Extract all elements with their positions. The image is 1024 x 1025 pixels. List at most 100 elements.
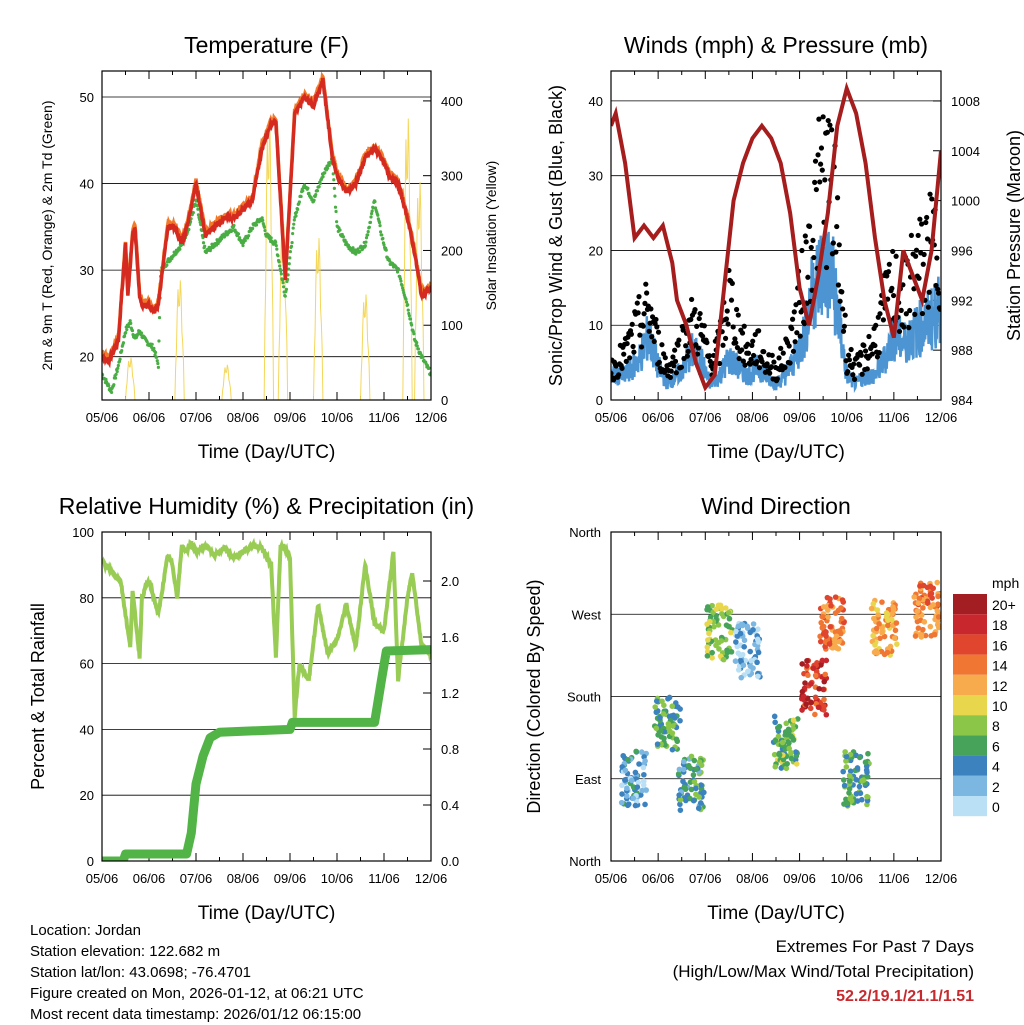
direction-x-tick-label: 05/06: [595, 871, 628, 886]
wind-direction-point: [832, 643, 839, 650]
wind-direction-point: [771, 751, 778, 758]
dewpoint-point: [187, 227, 191, 232]
wind-gust-point: [629, 321, 635, 327]
wind-direction-point: [706, 630, 712, 637]
temperature-y-tick-label: 20: [80, 350, 94, 365]
wind-direction-point: [625, 801, 632, 807]
wind-gust-point: [886, 261, 892, 267]
humidity-plot-area: [102, 537, 431, 861]
temperature-y-right-tick-label: 300: [441, 169, 463, 184]
wind-direction-point: [916, 595, 923, 602]
wind-gust-point: [918, 221, 925, 227]
temperature-x-tick-label: 12/06: [415, 410, 448, 425]
wind-gust-point: [776, 355, 782, 361]
wind-gust-point: [730, 324, 736, 330]
wind-direction-point: [894, 641, 900, 647]
humidity-title: Relative Humidity (%) & Precipitation (i…: [59, 493, 474, 519]
direction-y-tick-label: South: [567, 690, 601, 705]
wind-gust-point: [841, 323, 847, 329]
dewpoint-point: [113, 376, 118, 380]
wind-gust-point: [913, 253, 919, 259]
wind-direction-point: [820, 604, 827, 610]
wind-direction-point: [873, 625, 880, 632]
wind-direction-point: [691, 757, 698, 764]
wind-gust-point: [670, 354, 676, 360]
wind-direction-point: [755, 673, 761, 680]
wind-gust-point: [851, 361, 857, 367]
humidity-x-tick-label: 10/06: [321, 871, 354, 886]
wind-direction-point: [698, 782, 704, 788]
dewpoint-point: [297, 200, 301, 204]
humidity-x-tick-label: 11/06: [368, 871, 400, 886]
dewpoint-point: [366, 229, 370, 234]
dewpoint-point: [358, 250, 362, 254]
wind-gust-point: [749, 342, 755, 348]
temperature-x-tick-label: 10/06: [321, 410, 354, 425]
wind-gust-point: [896, 328, 903, 335]
winds-y-tick-label: 10: [589, 318, 603, 333]
dewpoint-point: [333, 205, 338, 209]
winds-panel: Winds (mph) & Pressure (mb) Time (Day/UTC…: [546, 32, 1024, 463]
wind-gust-point: [756, 365, 763, 371]
dewpoint-point: [291, 231, 295, 236]
wind-direction-point: [788, 749, 794, 756]
wind-gust-point: [818, 145, 825, 151]
wind-direction-point: [821, 696, 827, 703]
dewpoint-point: [323, 171, 327, 175]
wind-gust-point: [739, 347, 745, 353]
wind-direction-point: [784, 731, 790, 738]
wind-direction-point: [632, 769, 639, 776]
speed-legend-swatch: [953, 735, 987, 756]
wind-gust-point: [662, 355, 668, 361]
wind-direction-point: [854, 765, 861, 771]
wind-direction-point: [832, 594, 839, 600]
wind-gust-point: [827, 122, 833, 128]
dewpoint-point: [321, 174, 325, 179]
wind-direction-point: [812, 694, 819, 701]
wind-gust-point: [812, 179, 818, 185]
wind-direction-point: [785, 739, 792, 745]
dewpoint-point: [377, 220, 382, 225]
dewpoint-point: [196, 207, 200, 211]
wind-gust-point: [848, 346, 854, 353]
wind-direction-point: [707, 614, 714, 620]
temperature-y-tick-label: 50: [80, 90, 94, 105]
wind-direction-point: [628, 777, 635, 784]
wind-direction-point: [673, 700, 679, 706]
wind-gust-point: [880, 317, 886, 323]
wind-direction-point: [688, 786, 695, 793]
speed-legend-swatch: [953, 796, 987, 817]
dewpoint-point: [275, 247, 279, 251]
wind-direction-point: [799, 661, 805, 667]
wind-gust-point: [728, 297, 735, 303]
wind-direction-point: [634, 784, 641, 790]
dewpoint-point: [287, 267, 291, 271]
wind-gust-point: [725, 321, 731, 327]
wind-direction-point: [771, 713, 778, 720]
wind-direction-point: [747, 648, 754, 655]
wind-direction-point: [640, 764, 647, 771]
wind-gust-point: [653, 316, 659, 323]
direction-plot-frame: [610, 531, 942, 862]
wind-direction-point: [680, 758, 687, 765]
wind-direction-point: [719, 610, 725, 617]
wind-gust-point: [689, 296, 695, 303]
relative-humidity-line: [102, 537, 431, 719]
wind-gust-point: [707, 358, 713, 364]
wind-gust-point: [835, 282, 842, 288]
dewpoint-point: [157, 315, 162, 320]
wind-direction-point: [885, 617, 891, 623]
wind-direction-point: [635, 779, 642, 786]
wind-direction-point: [690, 772, 697, 778]
temperature-y-right-tick-label: 100: [441, 318, 463, 333]
dewpoint-point: [384, 248, 388, 252]
wind-direction-point: [870, 632, 876, 639]
speed-legend-label: 0: [992, 799, 1000, 815]
wind-gust-point: [740, 358, 746, 364]
dewpoint-point: [382, 243, 386, 247]
wind-direction-point: [735, 667, 742, 673]
wind-direction-point: [874, 607, 881, 613]
wind-direction-point: [711, 623, 717, 630]
wind-direction-point: [669, 746, 676, 753]
wind-direction-point: [824, 607, 831, 613]
